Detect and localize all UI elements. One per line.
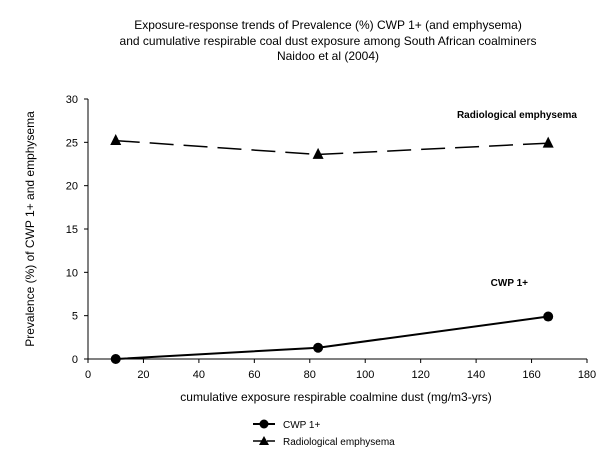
- series-line-emphysema: [115, 139, 549, 156]
- plot-axes: [87, 99, 587, 360]
- annotation-emphysema: Radiological emphysema: [457, 110, 577, 121]
- x-tick-label: 80: [304, 369, 316, 381]
- x-axis-label: cumulative exposure respirable coalmine …: [180, 390, 491, 404]
- legend-marker-circle-icon: [259, 419, 269, 429]
- y-axis-label: Prevalence (%) of CWP 1+ and emphysema: [23, 111, 37, 347]
- series-line-cwp: [115, 315, 549, 360]
- chart-title-line-1: Exposure-response trends of Prevalence (…: [134, 18, 522, 32]
- x-tick-label: 20: [137, 369, 149, 381]
- legend: CWP 1+ Radiological emphysema: [253, 419, 395, 448]
- legend-item-emphysema: Radiological emphysema: [253, 436, 395, 448]
- x-tick-label: 180: [578, 369, 596, 381]
- data-point-emphysema: [312, 147, 324, 159]
- legend-label-emphysema: Radiological emphysema: [283, 437, 395, 448]
- y-tick-label: 15: [66, 224, 78, 236]
- series-layer: [110, 134, 554, 364]
- y-tick-label: 0: [72, 354, 78, 366]
- data-point-cwp: [110, 354, 121, 364]
- legend-item-cwp: CWP 1+: [253, 419, 320, 431]
- y-axis-ticks: 0 5 10 15 20 25 30: [66, 94, 88, 366]
- y-tick-label: 5: [72, 311, 78, 323]
- x-tick-label: 140: [467, 369, 485, 381]
- x-axis-ticks: 0 20 40 60 80 100 120 140 160 180: [85, 359, 596, 381]
- x-tick-label: 120: [411, 369, 429, 381]
- x-tick-label: 160: [522, 369, 540, 381]
- x-tick-label: 40: [193, 369, 205, 381]
- y-tick-label: 10: [66, 267, 78, 279]
- x-tick-label: 0: [85, 369, 91, 381]
- x-tick-label: 100: [356, 369, 374, 381]
- data-point-emphysema: [542, 136, 554, 148]
- chart-title-line-3: Naidoo et al (2004): [277, 49, 379, 63]
- y-tick-label: 20: [66, 181, 78, 193]
- data-point-cwp: [313, 342, 324, 353]
- chart-title-line-2: and cumulative respirable coal dust expo…: [120, 34, 537, 48]
- data-point-emphysema: [110, 134, 122, 145]
- legend-label-cwp: CWP 1+: [283, 420, 320, 431]
- annotation-cwp: CWP 1+: [491, 278, 528, 289]
- data-point-cwp: [543, 311, 554, 322]
- y-tick-label: 25: [66, 137, 78, 149]
- y-tick-label: 30: [66, 94, 78, 106]
- legend-marker-triangle-icon: [259, 436, 269, 445]
- chart-title: Exposure-response trends of Prevalence (…: [120, 18, 537, 63]
- x-tick-label: 60: [248, 369, 260, 381]
